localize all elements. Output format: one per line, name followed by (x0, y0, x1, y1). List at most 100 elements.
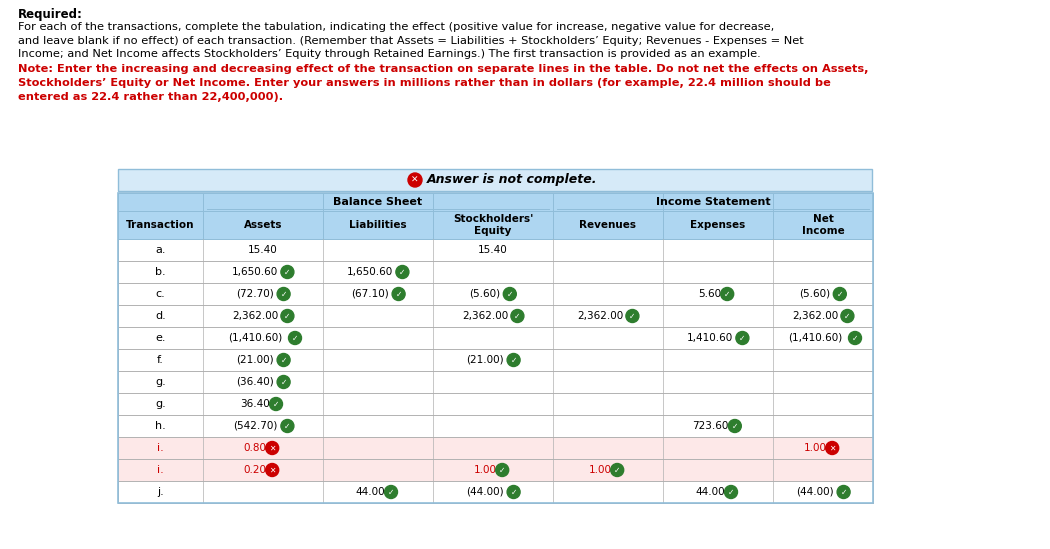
Text: ✓: ✓ (280, 378, 287, 386)
Text: Note: Enter the increasing and decreasing effect of the transaction on separate : Note: Enter the increasing and decreasin… (18, 64, 868, 75)
Circle shape (511, 310, 524, 322)
Circle shape (496, 463, 508, 477)
Bar (118, 239, 873, 261)
Bar (118, 169, 872, 191)
Text: j.: j. (158, 487, 164, 497)
Text: ✓: ✓ (514, 311, 521, 321)
Circle shape (848, 332, 861, 345)
Text: (67.10): (67.10) (351, 289, 388, 299)
Text: ✓: ✓ (399, 267, 405, 277)
Circle shape (392, 288, 405, 300)
Text: ✓: ✓ (273, 400, 279, 408)
Text: ✓: ✓ (732, 422, 738, 430)
Text: ✓: ✓ (837, 289, 843, 299)
Text: (44.00): (44.00) (796, 487, 834, 497)
Text: d.: d. (155, 311, 166, 321)
Text: 2,362.00: 2,362.00 (232, 311, 278, 321)
Text: (44.00): (44.00) (466, 487, 504, 497)
Text: ✓: ✓ (724, 289, 731, 299)
Circle shape (277, 376, 290, 389)
Text: g.: g. (155, 399, 166, 409)
Text: Liabilities: Liabilities (350, 220, 406, 230)
Text: (21.00): (21.00) (466, 355, 504, 365)
Text: For each of the transactions, complete the tabulation, indicating the effect (po: For each of the transactions, complete t… (18, 22, 774, 32)
Text: ✕: ✕ (830, 444, 836, 452)
Text: ✓: ✓ (510, 488, 517, 496)
Circle shape (396, 266, 408, 278)
Text: e.: e. (155, 333, 166, 343)
Text: 15.40: 15.40 (248, 245, 278, 255)
Bar (118, 283, 873, 305)
Text: Required:: Required: (18, 8, 83, 21)
Text: Assets: Assets (244, 220, 282, 230)
Text: 0.20: 0.20 (244, 465, 267, 475)
Circle shape (281, 310, 294, 322)
Text: i.: i. (158, 443, 164, 453)
Text: 1,650.60: 1,650.60 (346, 267, 393, 277)
Bar (118, 261, 873, 283)
Text: entered as 22.4 rather than 22,400,000).: entered as 22.4 rather than 22,400,000). (18, 92, 284, 102)
Text: (21.00): (21.00) (236, 355, 274, 365)
Text: ✓: ✓ (285, 267, 291, 277)
Text: Transaction: Transaction (126, 220, 194, 230)
Text: ✓: ✓ (499, 466, 505, 474)
Text: 723.60: 723.60 (692, 421, 729, 431)
Text: (72.70): (72.70) (236, 289, 274, 299)
Text: a.: a. (155, 245, 166, 255)
Circle shape (281, 419, 294, 433)
Circle shape (281, 266, 294, 278)
Text: 15.40: 15.40 (478, 245, 508, 255)
Text: h.: h. (155, 421, 166, 431)
Circle shape (503, 288, 517, 300)
Text: f.: f. (158, 355, 164, 365)
Circle shape (736, 332, 749, 345)
Bar (118, 193, 873, 211)
Text: ✓: ✓ (285, 311, 291, 321)
Text: Stockholders’ Equity or Net Income. Enter your answers in millions rather than i: Stockholders’ Equity or Net Income. Ente… (18, 78, 831, 88)
Text: (5.60): (5.60) (799, 289, 831, 299)
Text: 44.00: 44.00 (355, 487, 384, 497)
Circle shape (724, 485, 737, 498)
Text: Income; and Net Income affects Stockholders’ Equity through Retained Earnings.) : Income; and Net Income affects Stockhold… (18, 49, 761, 59)
Circle shape (266, 463, 278, 477)
Text: ✕: ✕ (269, 444, 275, 452)
Text: 2,362.00: 2,362.00 (792, 311, 838, 321)
Text: 2,362.00: 2,362.00 (576, 311, 623, 321)
Text: (1,410.60): (1,410.60) (228, 333, 282, 343)
Bar (118, 459, 873, 481)
Circle shape (729, 419, 741, 433)
Text: (542.70): (542.70) (233, 421, 277, 431)
Text: 1,410.60: 1,410.60 (687, 333, 733, 343)
Text: ✓: ✓ (614, 466, 621, 474)
Circle shape (825, 441, 839, 455)
Text: ✓: ✓ (280, 289, 287, 299)
Text: (5.60): (5.60) (469, 289, 501, 299)
Text: 1,650.60: 1,650.60 (232, 267, 278, 277)
Text: 1.00: 1.00 (588, 465, 611, 475)
Circle shape (277, 354, 290, 367)
Bar (118, 327, 873, 349)
Circle shape (277, 288, 290, 300)
Text: ✓: ✓ (728, 488, 734, 496)
Circle shape (834, 288, 846, 300)
Text: ✓: ✓ (387, 488, 394, 496)
Text: 1.00: 1.00 (474, 465, 497, 475)
Circle shape (507, 485, 520, 498)
Circle shape (626, 310, 638, 322)
Text: Balance Sheet: Balance Sheet (334, 197, 422, 207)
Text: (36.40): (36.40) (236, 377, 274, 387)
Text: ✓: ✓ (629, 311, 635, 321)
Text: 0.80: 0.80 (244, 443, 267, 453)
Text: Stockholders'
Equity: Stockholders' Equity (453, 214, 533, 236)
Text: ✓: ✓ (739, 333, 745, 343)
Text: ✓: ✓ (510, 356, 517, 365)
Text: ✓: ✓ (840, 488, 846, 496)
Bar (118, 437, 873, 459)
Text: Income Statement: Income Statement (655, 197, 771, 207)
Text: ✓: ✓ (506, 289, 513, 299)
Text: ✓: ✓ (844, 311, 850, 321)
Text: g.: g. (155, 377, 166, 387)
Text: Net
Income: Net Income (801, 214, 844, 236)
Bar (118, 393, 873, 415)
Circle shape (611, 463, 624, 477)
